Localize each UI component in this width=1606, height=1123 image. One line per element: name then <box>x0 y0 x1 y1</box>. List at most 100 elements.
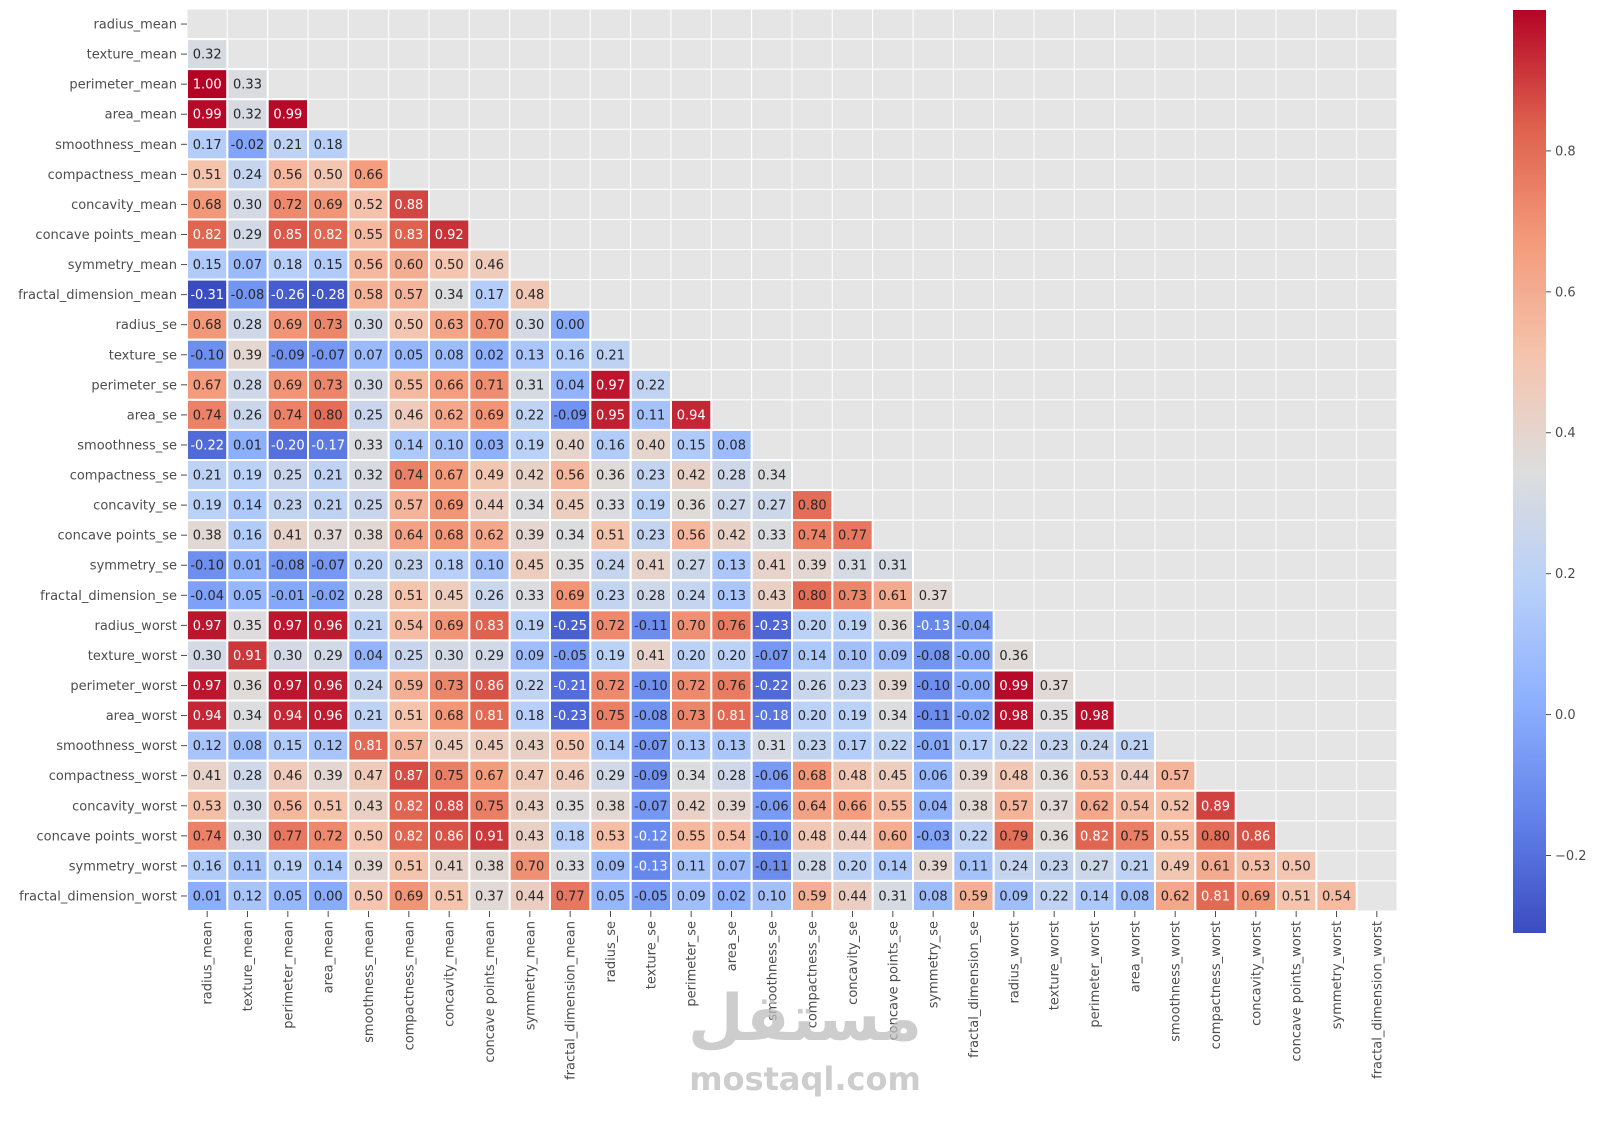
masked-cell <box>1275 730 1317 762</box>
heatmap-cell <box>871 849 915 882</box>
masked-cell <box>1194 218 1237 251</box>
masked-cell <box>791 218 833 251</box>
heatmap-cell <box>468 489 511 522</box>
cell-value-label: 0.80 <box>314 408 343 423</box>
cell-value-label: 0.27 <box>677 559 706 574</box>
masked-cell <box>1356 128 1398 160</box>
cell-value-label: 0.68 <box>435 709 464 724</box>
cell-value-label: 0.11 <box>677 859 706 874</box>
masked-cell <box>1315 489 1358 521</box>
masked-cell <box>1235 279 1277 311</box>
cell-value-label: 0.20 <box>717 649 746 664</box>
masked-cell <box>1194 128 1237 160</box>
masked-cell <box>1194 429 1237 461</box>
masked-cell <box>710 188 753 220</box>
masked-cell <box>347 128 390 160</box>
masked-cell <box>1073 218 1116 251</box>
masked-cell <box>993 429 1035 461</box>
cell-value-label: 0.09 <box>596 859 625 874</box>
masked-cell <box>1356 279 1398 311</box>
masked-cell <box>1033 128 1075 160</box>
masked-cell <box>912 8 954 40</box>
heatmap-cell <box>549 519 592 552</box>
cell-value-label: 0.26 <box>798 679 827 694</box>
heatmap-cell <box>428 489 471 522</box>
cell-value-label: 0.20 <box>677 649 706 664</box>
cell-value-label: 0.25 <box>273 469 302 484</box>
cell-value-label: 0.35 <box>233 619 262 634</box>
cell-value-label: 0.36 <box>677 499 706 514</box>
masked-cell <box>549 158 591 190</box>
cell-value-label: 0.43 <box>757 589 786 604</box>
heatmap-cell <box>387 549 430 582</box>
cell-value-label: 0.30 <box>273 649 302 664</box>
masked-cell <box>791 158 833 190</box>
cell-value-label: 0.57 <box>394 739 423 754</box>
masked-cell <box>1356 609 1398 641</box>
cell-value-label: 0.57 <box>394 499 423 514</box>
cell-value-label: 0.40 <box>556 438 585 453</box>
masked-cell <box>1154 339 1196 371</box>
masked-cell <box>952 489 995 521</box>
masked-cell <box>952 218 995 251</box>
cell-value-label: 0.36 <box>999 649 1028 664</box>
heatmap-cell <box>992 849 1036 882</box>
masked-cell <box>1235 68 1277 100</box>
masked-cell <box>831 8 874 40</box>
cell-value-label: 0.18 <box>273 258 302 273</box>
masked-cell <box>1235 8 1277 40</box>
cell-value-label: 0.49 <box>1161 859 1190 874</box>
cell-value-label: 0.50 <box>1282 859 1311 874</box>
masked-cell <box>347 68 390 100</box>
masked-cell <box>1073 609 1116 641</box>
masked-cell <box>912 339 954 371</box>
cell-value-label: 0.82 <box>394 799 423 814</box>
cell-value-label: 0.19 <box>515 438 544 453</box>
masked-cell <box>1356 188 1398 220</box>
masked-cell <box>831 128 874 160</box>
masked-cell <box>751 339 793 371</box>
cell-value-label: 0.48 <box>838 769 867 784</box>
masked-cell <box>1315 579 1358 611</box>
masked-cell <box>1275 249 1317 281</box>
masked-cell <box>1275 128 1317 160</box>
masked-cell <box>831 279 874 311</box>
heatmap-cell <box>549 609 592 642</box>
heatmap-cell <box>549 759 592 792</box>
cell-value-label: 0.14 <box>878 859 907 874</box>
masked-cell <box>1275 279 1317 311</box>
cell-value-label: 0.18 <box>314 138 343 153</box>
masked-cell <box>1154 639 1196 671</box>
cell-value-label: 0.08 <box>717 438 746 453</box>
heatmap-cell <box>952 609 995 642</box>
masked-cell <box>549 8 591 40</box>
masked-cell <box>1194 519 1237 551</box>
masked-cell <box>388 38 430 70</box>
cell-value-label: 0.15 <box>314 258 343 273</box>
masked-cell <box>1275 369 1317 401</box>
masked-cell <box>1033 519 1075 551</box>
cell-value-label: 0.21 <box>354 709 383 724</box>
cell-value-label: 0.39 <box>314 769 343 784</box>
masked-cell <box>549 98 591 130</box>
masked-cell <box>1073 339 1116 371</box>
masked-cell <box>267 8 309 40</box>
cell-value-label: 0.97 <box>596 378 625 393</box>
masked-cell <box>509 8 551 40</box>
cell-value-label: 0.37 <box>314 529 343 544</box>
heatmap-cell <box>831 669 874 702</box>
heatmap-cell <box>347 879 390 913</box>
masked-cell <box>1194 639 1237 671</box>
masked-cell <box>630 309 672 341</box>
masked-cell <box>1114 429 1156 461</box>
masked-cell <box>952 38 995 70</box>
cell-value-label: 0.10 <box>475 559 504 574</box>
masked-cell <box>1194 489 1237 521</box>
heatmap-cell <box>347 609 390 642</box>
cell-value-label: 0.22 <box>636 378 665 393</box>
cell-value-label: 0.16 <box>233 529 262 544</box>
masked-cell <box>1315 98 1358 130</box>
heatmap-cell <box>508 669 551 702</box>
cell-value-label: 0.51 <box>435 889 464 904</box>
cell-value-label: 0.69 <box>273 318 302 333</box>
